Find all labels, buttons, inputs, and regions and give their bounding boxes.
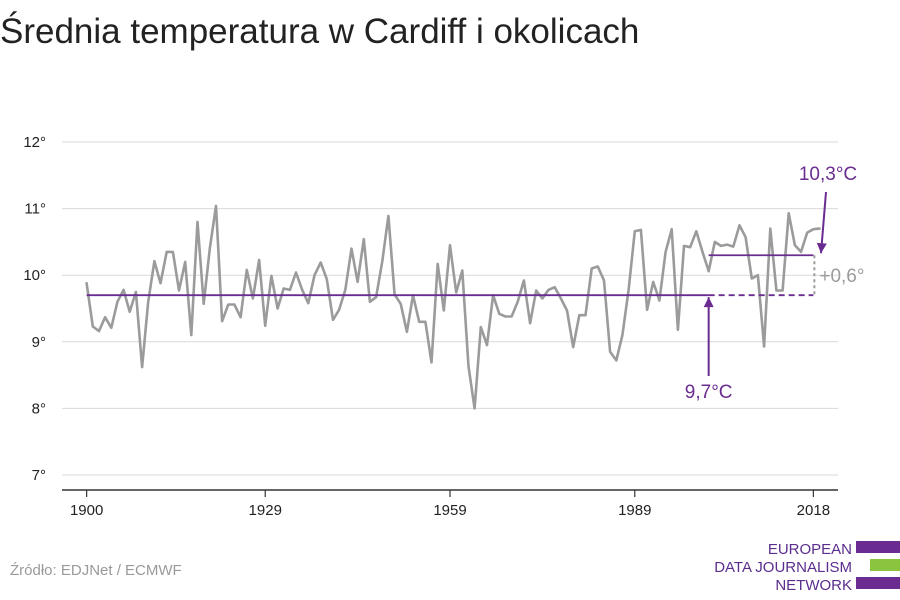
series-layer — [85, 204, 821, 410]
y-tick-label: 11° — [24, 201, 46, 218]
logo-line-1: EUROPEAN — [767, 541, 852, 558]
chart-title: Średnia temperatura w Cardiff i okolicac… — [0, 12, 640, 51]
baseline-arrow-head — [703, 297, 714, 308]
x-tick-label: 1989 — [618, 502, 651, 519]
y-tick-label: 12° — [23, 134, 46, 151]
y-axis: 7° 8° 9° 10° 11° 12° — [23, 134, 46, 484]
logo-bar-purple-top — [856, 541, 900, 553]
baseline-mean-label: 9,7°C — [685, 382, 733, 403]
logo-bar-green-middle — [870, 559, 900, 571]
temperature-series-line — [85, 204, 821, 410]
reference-layer — [86, 254, 814, 297]
source-note: Źródło: EDJNet / ECMWF — [10, 562, 182, 579]
annotation-layer: +0,6° 9,7°C 10,3°C — [685, 164, 865, 403]
y-tick-label: 8° — [32, 400, 46, 417]
logo-line-3: NETWORK — [775, 577, 852, 594]
x-tick-label: 1929 — [249, 502, 282, 519]
logo-bar-purple-bottom — [856, 577, 900, 589]
recent-arrow — [820, 191, 827, 254]
recent-arrow-head — [816, 242, 827, 254]
grid-layer — [62, 141, 838, 476]
difference-label: +0,6° — [819, 266, 864, 287]
x-tick-label: 2018 — [797, 502, 830, 519]
logo-line-2: DATA JOURNALISM — [714, 559, 852, 576]
y-tick-label: 9° — [32, 334, 46, 351]
y-tick-label: 7° — [32, 467, 46, 484]
x-tick-label: 1959 — [433, 502, 466, 519]
y-tick-label: 10° — [23, 267, 46, 284]
recent-mean-label: 10,3°C — [799, 164, 857, 185]
edjnet-logo: EUROPEAN DATA JOURNALISM NETWORK — [708, 541, 900, 596]
x-axis: 1900 1929 1959 1989 2018 — [62, 489, 838, 519]
x-tick-label: 1900 — [70, 502, 103, 519]
